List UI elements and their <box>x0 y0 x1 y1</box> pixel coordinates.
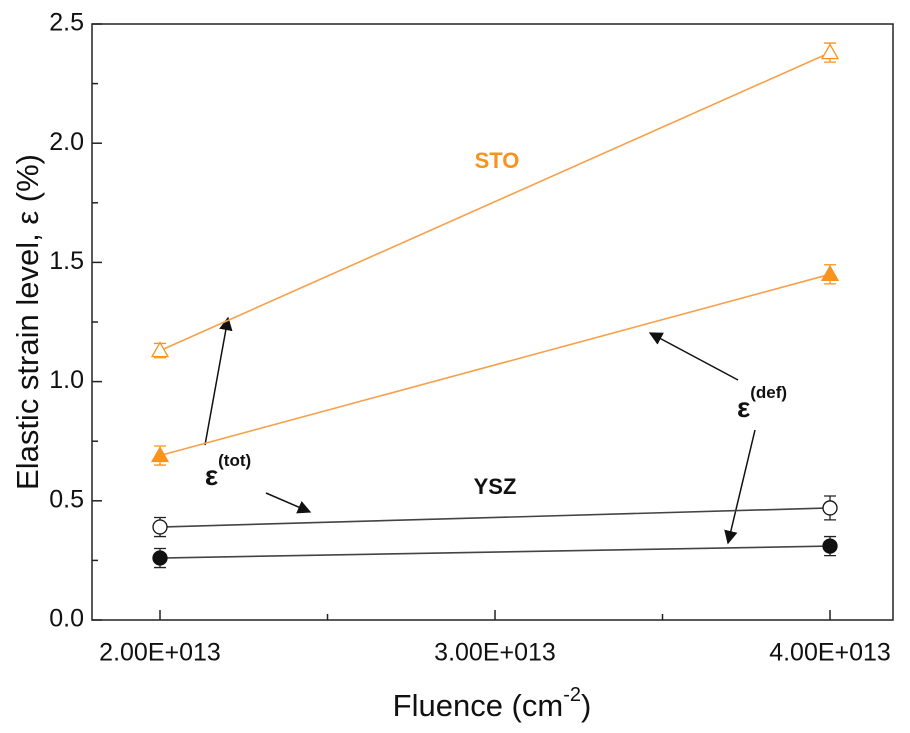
annotation-text: STO <box>475 148 520 173</box>
marker <box>820 265 840 281</box>
fit-line <box>159 273 831 457</box>
marker <box>150 341 170 358</box>
x-axis-label-text: Fluence (cm <box>393 688 564 723</box>
annotation-sup: (tot) <box>218 451 251 470</box>
marker <box>820 43 840 60</box>
x-tick-label: 3.00E+013 <box>434 639 556 667</box>
plot-frame <box>91 23 894 621</box>
y-tick-label: 0.0 <box>49 605 84 633</box>
marker <box>822 538 838 554</box>
annotation: ε(def) <box>737 383 787 423</box>
annotation: YSZ <box>474 474 517 499</box>
fit-line <box>159 545 831 559</box>
marker <box>152 550 168 566</box>
annotation: STO <box>475 148 520 173</box>
x-axis-label-sup: -2 <box>563 684 581 706</box>
marker <box>152 519 168 535</box>
x-axis-label-tail: ) <box>581 688 591 723</box>
y-tick-label: 1.5 <box>49 247 84 275</box>
y-axis-label: Elastic strain level, ε (%) <box>10 154 45 490</box>
fit-line <box>159 507 831 528</box>
annotation-sup: (def) <box>750 383 787 402</box>
annotation-text: ε <box>737 392 750 423</box>
fit-line <box>159 51 831 352</box>
x-tick-label: 2.00E+013 <box>99 639 221 667</box>
arrow <box>265 492 312 514</box>
arrow <box>648 332 739 381</box>
marker <box>822 500 838 516</box>
y-tick-label: 2.5 <box>49 9 84 37</box>
arrow <box>204 316 233 446</box>
x-tick-label: 4.00E+013 <box>769 639 891 667</box>
annotation: ε(tot) <box>205 451 251 491</box>
arrow <box>724 429 756 545</box>
marker <box>150 446 170 463</box>
y-tick-label: 0.5 <box>49 485 84 513</box>
x-axis-label: Fluence (cm-2) <box>393 684 592 723</box>
annotation-text: ε <box>205 460 218 491</box>
y-tick-label: 1.0 <box>49 366 84 394</box>
arrows <box>204 316 756 545</box>
annotation-text: YSZ <box>474 474 517 499</box>
y-tick-label: 2.0 <box>49 128 84 156</box>
